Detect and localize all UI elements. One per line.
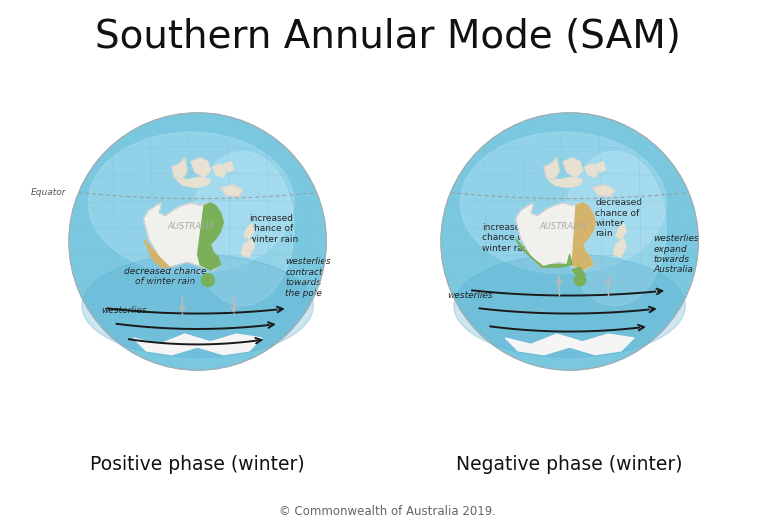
Text: westerlies
contract
towards
the pole: westerlies contract towards the pole (285, 257, 331, 298)
Polygon shape (244, 224, 254, 239)
Text: decreased chance
of winter rain: decreased chance of winter rain (124, 267, 207, 286)
Text: © Commonwealth of Australia 2019.: © Commonwealth of Australia 2019. (279, 506, 496, 518)
Ellipse shape (460, 132, 666, 274)
Ellipse shape (88, 132, 294, 274)
Polygon shape (593, 185, 615, 196)
Polygon shape (613, 239, 626, 257)
Ellipse shape (454, 255, 685, 357)
Polygon shape (213, 164, 226, 177)
Circle shape (202, 274, 215, 287)
Polygon shape (515, 203, 595, 270)
Ellipse shape (82, 255, 313, 357)
Text: Equator: Equator (31, 188, 67, 197)
Polygon shape (515, 239, 572, 267)
Polygon shape (544, 158, 560, 180)
Polygon shape (198, 203, 223, 270)
Polygon shape (143, 203, 223, 270)
Text: westerlies
expand
towards
Australia: westerlies expand towards Australia (653, 234, 699, 275)
Circle shape (69, 113, 326, 370)
Polygon shape (563, 158, 583, 177)
Polygon shape (572, 267, 585, 280)
Polygon shape (172, 158, 188, 180)
Text: Negative phase (winter): Negative phase (winter) (456, 455, 683, 474)
Polygon shape (143, 239, 169, 267)
Polygon shape (595, 162, 605, 172)
Polygon shape (616, 224, 626, 239)
Polygon shape (174, 177, 211, 187)
Text: Southern Annular Mode (SAM): Southern Annular Mode (SAM) (95, 18, 680, 56)
Circle shape (574, 274, 586, 286)
Text: Positive phase (winter): Positive phase (winter) (91, 455, 305, 474)
Ellipse shape (191, 151, 294, 306)
Polygon shape (241, 239, 254, 257)
Text: increased
chance of
winter rain: increased chance of winter rain (482, 223, 532, 253)
Polygon shape (572, 203, 595, 270)
Polygon shape (546, 177, 583, 187)
Polygon shape (133, 334, 262, 355)
Circle shape (441, 113, 698, 370)
Text: AUSTRALIA: AUSTRALIA (167, 222, 215, 230)
Polygon shape (585, 164, 598, 177)
Text: AUSTRALIA: AUSTRALIA (539, 222, 587, 230)
Polygon shape (505, 334, 634, 355)
Text: westerlies: westerlies (102, 307, 146, 316)
Polygon shape (221, 185, 243, 196)
Text: decreased
chance of
winter
rain: decreased chance of winter rain (595, 198, 642, 238)
Text: increased
chance of
winter rain: increased chance of winter rain (249, 214, 298, 244)
Polygon shape (191, 158, 211, 177)
Ellipse shape (563, 151, 666, 306)
Polygon shape (223, 162, 233, 172)
Text: westerlies: westerlies (447, 291, 493, 300)
